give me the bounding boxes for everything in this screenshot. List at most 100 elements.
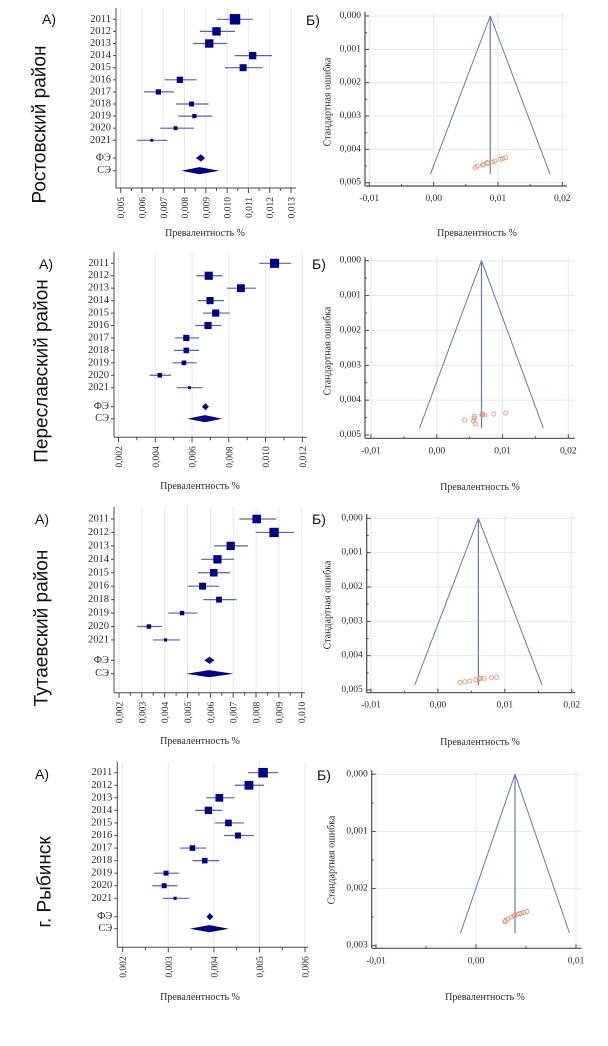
pooled-label: ФЭ <box>94 401 109 412</box>
study-point <box>524 908 530 914</box>
random-effect-row: СЭ <box>95 413 223 424</box>
y-axis-title: Стандартная ошибка <box>323 57 334 146</box>
fixed-effect-row: ФЭ <box>97 911 214 922</box>
study-marker <box>150 138 154 142</box>
study-marker <box>204 271 213 280</box>
y-tick-label: 0,000 <box>341 513 363 523</box>
study-row: 2015 <box>91 817 244 828</box>
study-label: 2014 <box>90 50 112 61</box>
study-marker <box>183 347 190 354</box>
y-tick-label: 0,005 <box>341 685 363 695</box>
funnel-right-boundary <box>477 518 543 686</box>
study-point <box>472 165 478 171</box>
study-row: 2011 <box>88 514 277 525</box>
study-marker <box>216 596 222 603</box>
study-label: 2015 <box>90 62 111 73</box>
study-row: 2018 <box>88 345 200 356</box>
study-row: 2012 <box>88 527 295 538</box>
study-marker <box>215 793 224 802</box>
study-marker <box>212 27 221 36</box>
study-label: 2019 <box>91 868 112 879</box>
funnel-right-boundary <box>514 774 570 934</box>
study-point <box>494 674 500 680</box>
x-tick-label: 0,009 <box>275 701 285 723</box>
funnel-left-boundary <box>414 518 479 686</box>
study-row: 2015 <box>88 567 230 578</box>
x-tick-label: 0,02 <box>560 446 577 456</box>
study-marker <box>163 870 169 876</box>
study-marker <box>181 360 187 366</box>
panel-label-a: А) <box>35 511 49 527</box>
pooled-label: СЭ <box>98 923 112 934</box>
x-tick-label: 0,01 <box>494 446 511 456</box>
fixed-effect-row: ФЭ <box>94 655 215 666</box>
funnel-plot: Б) 0,000 0,001 0,002 0,003 0,004 0,005 -0,01 0,0… <box>312 511 580 748</box>
study-label: 2013 <box>88 283 109 294</box>
pooled-diamond <box>187 415 223 423</box>
study-row: 2013 <box>88 283 256 294</box>
funnel-plot: Б) 0,000 0,001 0,002 0,003 0,004 0,005 -0,01 0,0… <box>312 256 577 493</box>
study-marker <box>205 39 214 48</box>
study-row: 2013 <box>91 792 235 803</box>
study-point <box>518 910 524 916</box>
study-label: 2017 <box>90 86 111 97</box>
study-row: 2020 <box>90 123 194 134</box>
y-tick-label: 0,002 <box>346 884 368 894</box>
y-tick-label: 0,000 <box>346 769 368 779</box>
panel-label-a: А) <box>42 11 56 27</box>
panel-label-b: Б) <box>312 511 326 527</box>
x-tick-label: 0,002 <box>119 956 129 978</box>
x-axis-title: Превалентность % <box>160 481 240 492</box>
y-tick-label: 0,005 <box>340 430 362 440</box>
region-label: г. Рыбинск <box>35 836 56 928</box>
study-marker <box>161 883 167 889</box>
study-label: 2020 <box>88 621 109 632</box>
study-label: 2021 <box>88 382 109 393</box>
study-point <box>471 413 477 420</box>
x-axis-title: Превалентность % <box>160 736 240 747</box>
x-tick-label: 0,008 <box>181 197 191 219</box>
study-point <box>462 679 468 685</box>
study-point <box>482 412 488 418</box>
study-marker <box>226 541 235 551</box>
x-tick-label: 0,009 <box>202 197 212 219</box>
study-point <box>479 412 485 418</box>
pooled-label: ФЭ <box>94 655 109 666</box>
x-tick-label: 0,02 <box>563 701 580 711</box>
study-label: 2017 <box>91 843 112 854</box>
x-tick-label: 0,003 <box>138 701 148 723</box>
study-marker <box>173 126 178 131</box>
fixed-effect-row: ФЭ <box>94 401 209 412</box>
study-row: 2018 <box>88 594 237 605</box>
study-marker <box>258 767 268 778</box>
x-tick-label: -0,01 <box>361 701 381 711</box>
x-tick-label: 0,011 <box>245 197 255 218</box>
region-label: Переславский район <box>32 279 53 463</box>
study-label: 2013 <box>88 540 109 551</box>
region-label: Тутаевский район <box>32 550 53 707</box>
x-tick-label: 0,010 <box>262 446 272 468</box>
pooled-label: ФЭ <box>96 153 111 164</box>
panel-label-b: Б) <box>306 12 320 28</box>
study-row: 2014 <box>88 554 235 565</box>
study-point <box>503 410 509 416</box>
x-tick-label: 0,00 <box>425 194 442 204</box>
region-label: Ростовский район <box>30 46 51 204</box>
pooled-label: СЭ <box>95 413 109 424</box>
study-row: 2012 <box>88 270 223 281</box>
x-tick-label: 0,005 <box>256 956 266 978</box>
x-axis-title: Превалентность % <box>165 228 245 239</box>
x-tick-label: -0,01 <box>366 956 386 966</box>
y-tick-label: 0,001 <box>346 826 368 836</box>
study-label: 2018 <box>91 855 112 866</box>
study-row: 2017 <box>91 843 207 854</box>
study-point <box>508 914 514 920</box>
random-effect-row: СЭ <box>98 923 229 934</box>
pooled-diamond <box>204 656 215 664</box>
panel-label-a: А) <box>35 766 49 782</box>
study-marker <box>199 582 207 590</box>
study-label: 2019 <box>88 357 109 368</box>
x-tick-label: 0,01 <box>568 956 585 966</box>
study-marker <box>210 568 218 577</box>
study-label: 2021 <box>88 634 109 645</box>
